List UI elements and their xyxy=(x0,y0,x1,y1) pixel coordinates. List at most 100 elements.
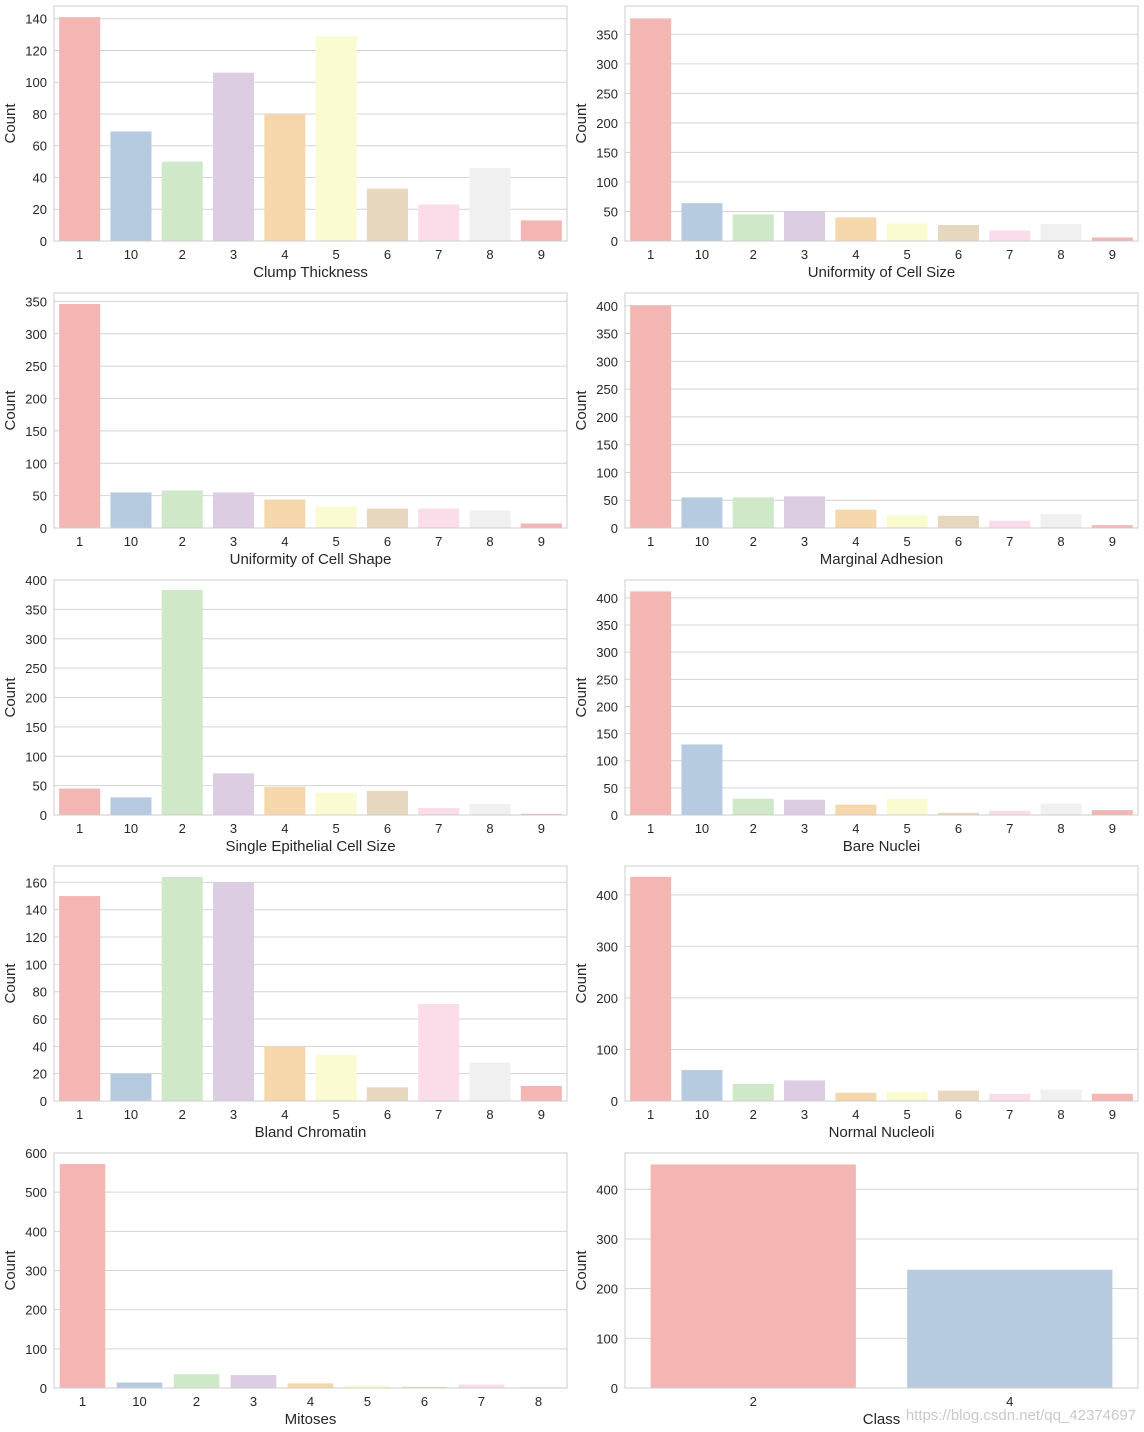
axes-frame xyxy=(624,865,1139,1102)
x-tick-label: 1 xyxy=(76,247,83,262)
x-axis-label: Normal Nucleoli xyxy=(829,1124,935,1141)
y-tick-label: 300 xyxy=(25,632,47,647)
x-tick-label: 5 xyxy=(333,534,340,549)
y-tick-label: 200 xyxy=(596,991,618,1006)
bar-4 xyxy=(835,804,877,815)
x-tick-label: 10 xyxy=(124,534,138,549)
x-tick-label: 9 xyxy=(538,821,545,836)
y-tick-label: 300 xyxy=(25,327,47,342)
y-tick-label: 140 xyxy=(25,903,47,918)
bar-4 xyxy=(264,113,306,241)
bar-6 xyxy=(401,1386,448,1388)
y-tick-label: 200 xyxy=(25,392,47,407)
y-tick-label: 200 xyxy=(25,691,47,706)
y-tick-label: 400 xyxy=(25,1224,47,1239)
y-tick-label: 300 xyxy=(596,354,618,369)
bar-10 xyxy=(681,497,723,528)
x-tick-label: 10 xyxy=(124,821,138,836)
x-tick-label: 8 xyxy=(535,1394,542,1409)
bar-4 xyxy=(835,1092,877,1101)
x-tick-label: 7 xyxy=(478,1394,485,1409)
x-tick-label: 1 xyxy=(76,1107,83,1122)
bar-2 xyxy=(732,214,774,241)
bar-10 xyxy=(681,203,723,241)
x-tick-label: 9 xyxy=(1109,1107,1116,1122)
x-tick-label: 2 xyxy=(750,247,757,262)
x-tick-label: 5 xyxy=(904,534,911,549)
x-tick-label: 9 xyxy=(1109,247,1116,262)
bar-2 xyxy=(161,490,203,528)
x-tick-label: 10 xyxy=(124,247,138,262)
x-tick-label: 3 xyxy=(801,1107,808,1122)
y-tick-label: 50 xyxy=(33,779,47,794)
x-tick-label: 4 xyxy=(852,821,859,836)
y-tick-label: 400 xyxy=(596,591,618,606)
x-tick-label: 6 xyxy=(421,1394,428,1409)
bar-10 xyxy=(110,1073,152,1101)
y-tick-label: 80 xyxy=(33,985,47,1000)
y-tick-label: 100 xyxy=(596,1042,618,1057)
x-axis-label: Marginal Adhesion xyxy=(820,551,943,568)
bar-3 xyxy=(213,492,255,528)
y-tick-label: 100 xyxy=(25,957,47,972)
y-tick-label: 40 xyxy=(33,1039,47,1054)
y-tick-label: 0 xyxy=(40,234,47,249)
x-tick-label: 6 xyxy=(955,534,962,549)
x-tick-label: 8 xyxy=(486,534,493,549)
y-tick-label: 60 xyxy=(33,139,47,154)
y-tick-label: 500 xyxy=(25,1185,47,1200)
bar-1 xyxy=(630,876,672,1101)
bar-1 xyxy=(59,1163,106,1388)
x-tick-label: 1 xyxy=(647,534,654,549)
bar-4 xyxy=(287,1383,334,1388)
y-tick-label: 150 xyxy=(25,424,47,439)
x-tick-label: 1 xyxy=(76,534,83,549)
y-tick-label: 100 xyxy=(25,749,47,764)
bar-5 xyxy=(886,1091,928,1101)
y-tick-label: 200 xyxy=(596,410,618,425)
y-tick-label: 400 xyxy=(596,299,618,314)
x-tick-label: 8 xyxy=(1057,1107,1064,1122)
bar-9 xyxy=(1091,525,1133,528)
x-tick-label: 6 xyxy=(955,821,962,836)
bar-1 xyxy=(59,788,101,815)
bar-7 xyxy=(418,508,460,528)
y-tick-label: 300 xyxy=(596,57,618,72)
bar-4 xyxy=(835,509,877,528)
y-tick-label: 250 xyxy=(25,661,47,676)
x-tick-label: 4 xyxy=(281,534,288,549)
x-tick-label: 3 xyxy=(250,1394,257,1409)
bar-8 xyxy=(1040,1089,1082,1101)
x-tick-label: 7 xyxy=(1006,1107,1013,1122)
x-tick-label: 4 xyxy=(307,1394,314,1409)
bar-8 xyxy=(469,510,511,528)
x-tick-label: 10 xyxy=(695,821,709,836)
bar-9 xyxy=(520,523,562,528)
x-tick-label: 4 xyxy=(281,247,288,262)
bar-5 xyxy=(315,36,357,242)
x-tick-label: 5 xyxy=(904,1107,911,1122)
x-tick-label: 4 xyxy=(852,1107,859,1122)
y-tick-label: 350 xyxy=(25,602,47,617)
x-tick-label: 3 xyxy=(230,247,237,262)
x-tick-label: 8 xyxy=(486,247,493,262)
chart-single-epithelial-cell-size: 0 50 100 150 200 250 300 350 400 1 10 2 3 4 5 6 7 8 9 Singl… xyxy=(2,573,568,855)
x-tick-label: 4 xyxy=(281,821,288,836)
y-tick-label: 150 xyxy=(596,727,618,742)
x-tick-label: 5 xyxy=(333,1107,340,1122)
x-tick-label: 10 xyxy=(695,1107,709,1122)
y-axis-label: Count xyxy=(2,963,19,1004)
bar-8 xyxy=(1040,803,1082,815)
y-tick-label: 350 xyxy=(596,27,618,42)
bar-5 xyxy=(315,792,357,815)
y-tick-label: 100 xyxy=(25,75,47,90)
x-tick-label: 4 xyxy=(281,1107,288,1122)
x-tick-label: 8 xyxy=(1057,534,1064,549)
x-tick-label: 1 xyxy=(647,1107,654,1122)
x-tick-label: 10 xyxy=(124,1107,138,1122)
y-tick-label: 0 xyxy=(40,1381,47,1396)
y-tick-label: 0 xyxy=(611,234,618,249)
y-tick-label: 250 xyxy=(25,359,47,374)
bar-1 xyxy=(59,17,101,241)
chart-bare-nuclei: 0 50 100 150 200 250 300 350 400 1 10 2 3 4 5 6 7 8 9 Bare … xyxy=(573,579,1139,855)
